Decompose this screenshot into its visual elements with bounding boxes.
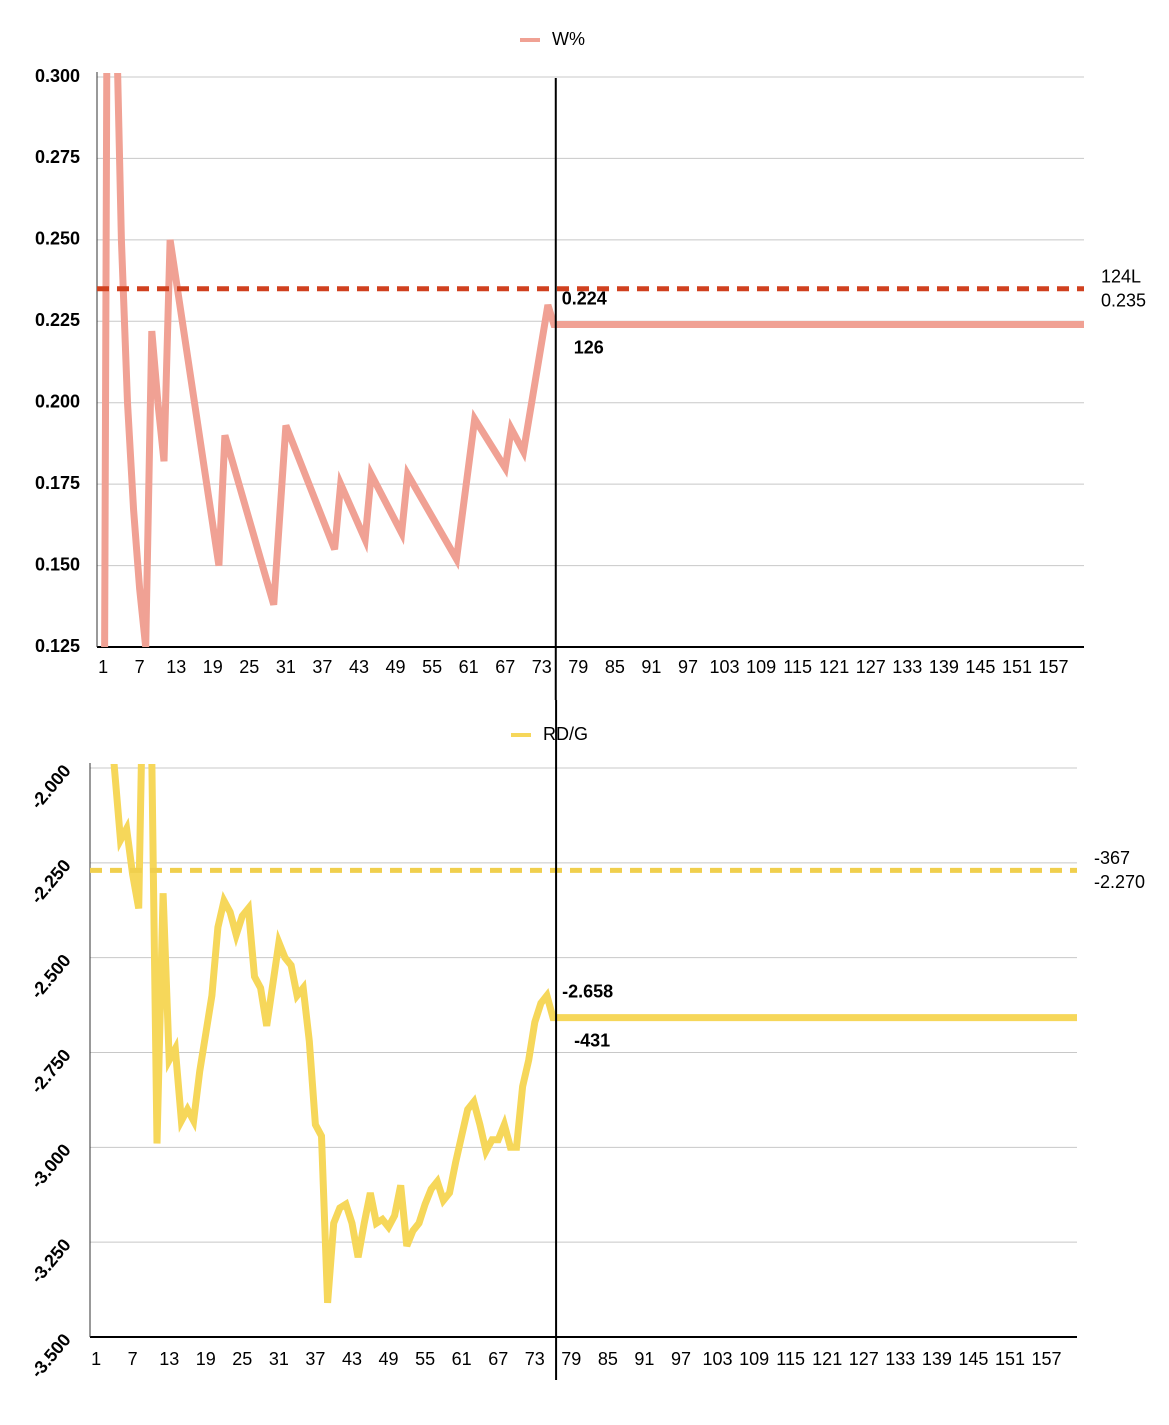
y-tick-label: 0.300 (35, 66, 80, 86)
x-tick-label: 61 (459, 657, 479, 677)
x-tick-label: 37 (312, 657, 332, 677)
cursor-count: -431 (574, 1030, 610, 1050)
x-tick-label: 157 (1032, 1349, 1062, 1369)
x-tick-label: 19 (196, 1349, 216, 1369)
x-tick-label: 67 (488, 1349, 508, 1369)
x-tick-label: 145 (958, 1349, 988, 1369)
x-tick-label: 67 (495, 657, 515, 677)
x-tick-label: 97 (671, 1349, 691, 1369)
x-tick-label: 145 (965, 657, 995, 677)
x-tick-label: 1 (98, 657, 108, 677)
x-tick-label: 7 (135, 657, 145, 677)
y-tick-label: 0.225 (35, 310, 80, 330)
x-tick-label: 1 (91, 1349, 101, 1369)
x-tick-label: 103 (703, 1349, 733, 1369)
x-tick-label: 151 (1002, 657, 1032, 677)
cursor-value: -2.658 (562, 981, 613, 1001)
data-line (110, 764, 1077, 1304)
data-line (101, 73, 1084, 647)
x-tick-label: 151 (995, 1349, 1025, 1369)
cursor-count: 126 (574, 337, 604, 357)
x-tick-label: 91 (641, 657, 661, 677)
x-tick-label: 157 (1039, 657, 1069, 677)
x-tick-label: 7 (128, 1349, 138, 1369)
x-tick-label: 55 (422, 657, 442, 677)
x-tick-label: 115 (783, 657, 812, 677)
x-tick-label: 121 (812, 1349, 842, 1369)
x-tick-label: 85 (598, 1349, 618, 1369)
x-tick-label: 133 (892, 657, 922, 677)
x-tick-label: 25 (232, 1349, 252, 1369)
y-tick-label: -2.750 (27, 1045, 75, 1097)
reference-label: -367 (1094, 848, 1130, 868)
x-tick-label: 91 (634, 1349, 654, 1369)
y-tick-label: -3.000 (27, 1140, 75, 1192)
x-tick-label: 31 (269, 1349, 289, 1369)
x-tick-label: 121 (819, 657, 849, 677)
legend-label: W% (552, 29, 585, 49)
x-tick-label: 103 (710, 657, 740, 677)
x-tick-label: 37 (305, 1349, 325, 1369)
x-tick-label: 79 (568, 657, 588, 677)
y-tick-label: -2.000 (27, 761, 75, 813)
x-tick-label: 109 (746, 657, 776, 677)
x-tick-label: 31 (276, 657, 296, 677)
y-tick-label: -3.500 (27, 1330, 75, 1382)
y-tick-label: 0.150 (35, 554, 80, 574)
x-tick-label: 55 (415, 1349, 435, 1369)
reference-value: -2.270 (1094, 872, 1145, 892)
x-tick-label: 19 (203, 657, 223, 677)
x-tick-label: 25 (239, 657, 259, 677)
x-tick-label: 13 (166, 657, 186, 677)
y-tick-label: 0.200 (35, 391, 80, 411)
x-tick-label: 115 (776, 1349, 805, 1369)
y-tick-label: -2.250 (27, 856, 75, 908)
x-tick-label: 61 (452, 1349, 472, 1369)
reference-value: 0.235 (1101, 290, 1146, 310)
x-tick-label: 73 (525, 1349, 545, 1369)
x-tick-label: 127 (849, 1349, 879, 1369)
y-tick-label: 0.125 (35, 636, 80, 656)
x-tick-label: 43 (342, 1349, 362, 1369)
y-tick-label: -2.500 (27, 950, 75, 1002)
x-tick-label: 139 (922, 1349, 952, 1369)
x-tick-label: 133 (885, 1349, 915, 1369)
x-tick-label: 79 (561, 1349, 581, 1369)
x-tick-label: 127 (856, 657, 886, 677)
x-tick-label: 109 (739, 1349, 769, 1369)
x-tick-label: 49 (379, 1349, 399, 1369)
y-tick-label: 0.250 (35, 229, 80, 249)
x-tick-label: 73 (532, 657, 552, 677)
x-tick-label: 139 (929, 657, 959, 677)
legend-label: RD/G (543, 724, 588, 744)
x-tick-label: 85 (605, 657, 625, 677)
x-tick-label: 13 (159, 1349, 179, 1369)
y-tick-label: -3.250 (27, 1235, 75, 1287)
y-tick-label: 0.175 (35, 473, 80, 493)
x-tick-label: 97 (678, 657, 698, 677)
x-tick-label: 49 (386, 657, 406, 677)
x-tick-label: 43 (349, 657, 369, 677)
cursor-value: 0.224 (562, 288, 607, 308)
y-tick-label: 0.275 (35, 147, 80, 167)
reference-label: 124L (1101, 266, 1141, 286)
